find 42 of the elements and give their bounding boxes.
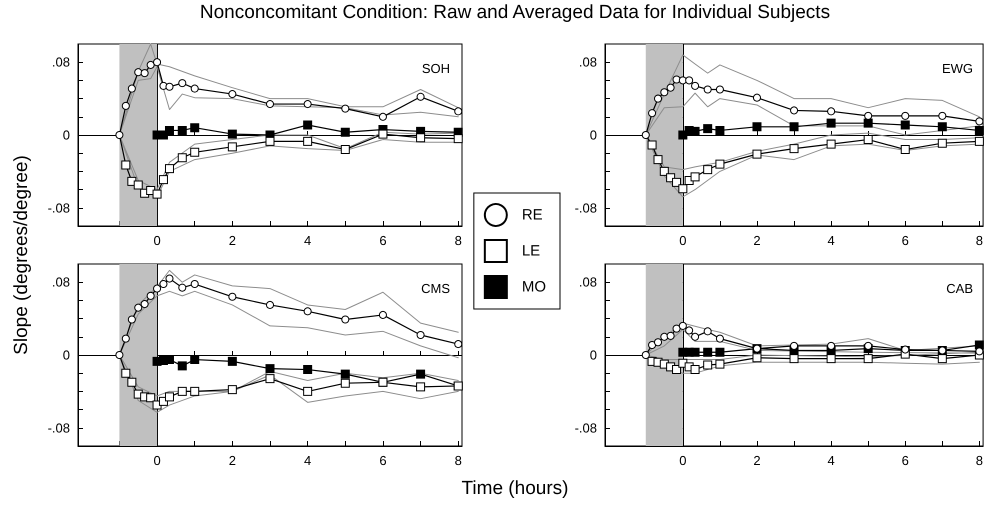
legend-label: LE: [522, 242, 540, 260]
x-tick-label: 6: [902, 233, 909, 248]
y-tick-label: .08: [52, 274, 70, 290]
y-tick-label: -.08: [574, 200, 597, 216]
legend-label: MO: [522, 278, 546, 296]
y-tick-label: -.08: [48, 200, 70, 216]
x-tick-label: 8: [454, 233, 462, 248]
x-tick-label: 8: [976, 233, 983, 248]
y-tick-label: 0: [62, 128, 70, 142]
x-tick-label: 8: [454, 453, 462, 468]
x-tick-label: 6: [379, 233, 387, 248]
y-tick-label: .08: [578, 54, 597, 70]
text: Nonconcomitant Condition: Raw and Averaged Data for Individual Subjects: [198, 2, 832, 24]
y-tick-label: 0: [590, 128, 597, 142]
y-tick-label: 0: [62, 348, 70, 362]
y-tick-label: .08: [52, 54, 70, 70]
x-axis-title: Time (hours): [460, 478, 570, 500]
x-tick-label: 0: [153, 453, 161, 468]
x-tick-label: 6: [902, 453, 909, 468]
x-tick-label: 4: [304, 453, 312, 468]
legend-label: RE: [522, 206, 543, 224]
x-tick-label: 2: [228, 233, 236, 248]
y-axis-title: Slope (degrees/degree): [11, 155, 33, 355]
annotation: CMS: [421, 281, 450, 296]
y-tick-label: -.08: [574, 420, 597, 436]
x-tick-label: 4: [827, 453, 835, 468]
x-tick-label: 4: [827, 233, 835, 248]
x-tick-label: 4: [304, 233, 312, 248]
annotation: SOH: [422, 61, 450, 76]
x-tick-label: 0: [153, 233, 161, 248]
x-tick-label: 0: [679, 233, 686, 248]
x-tick-label: 0: [679, 453, 686, 468]
x-tick-label: 2: [753, 233, 761, 248]
annotation: CAB: [946, 281, 974, 296]
y-tick-label: .08: [578, 274, 597, 290]
x-tick-label: 2: [753, 453, 761, 468]
y-tick-label: 0: [590, 348, 597, 362]
annotation: EWG: [942, 61, 974, 76]
y-tick-label: -.08: [48, 420, 70, 436]
x-tick-label: 2: [228, 453, 236, 468]
x-tick-label: 8: [976, 453, 983, 468]
x-tick-label: 6: [379, 453, 387, 468]
